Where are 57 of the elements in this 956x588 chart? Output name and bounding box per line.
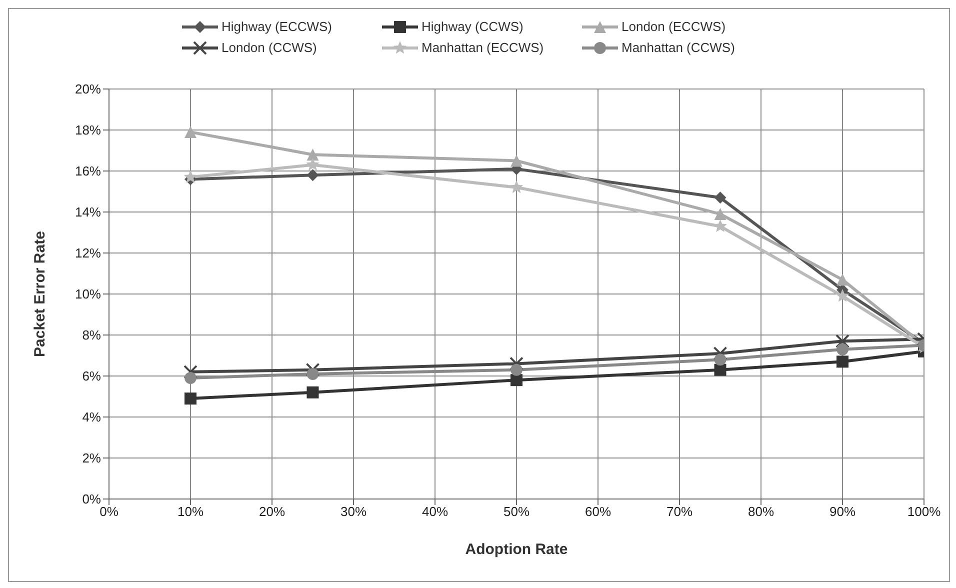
y-tick-label: 12% xyxy=(74,246,102,261)
y-axis-title: Packet Error Rate xyxy=(31,231,48,357)
legend-label: Manhattan (ECCWS) xyxy=(422,40,544,55)
legend-label: London (CCWS) xyxy=(222,40,317,55)
point xyxy=(184,392,196,405)
point xyxy=(836,356,848,368)
point xyxy=(714,208,726,220)
point xyxy=(510,180,524,194)
point xyxy=(510,356,524,371)
point xyxy=(306,362,320,377)
x-tick-label: 50% xyxy=(503,504,530,520)
point xyxy=(510,364,522,376)
point xyxy=(184,364,198,379)
x-tick-label: 40% xyxy=(422,504,448,520)
point xyxy=(306,386,319,398)
point xyxy=(836,334,850,348)
x-tick-label: 80% xyxy=(748,504,774,520)
x-tick-label: 10% xyxy=(177,504,204,520)
x-tick-label: 0% xyxy=(100,504,119,520)
point xyxy=(184,372,196,384)
point xyxy=(510,154,522,167)
point xyxy=(306,368,319,380)
legend-label: Highway (CCWS) xyxy=(422,19,524,34)
x-tick-label: 100% xyxy=(907,504,942,520)
legend-label: Manhattan (CCWS) xyxy=(622,40,735,55)
point xyxy=(306,158,320,171)
y-tick-label: 2% xyxy=(82,450,102,466)
y-tick-label: 6% xyxy=(82,368,102,384)
point xyxy=(306,148,319,161)
y-tick-label: 0% xyxy=(82,492,102,507)
y-tick-label: 10% xyxy=(74,286,102,302)
legend-label: Highway (ECCWS) xyxy=(222,19,332,34)
x-tick-label: 60% xyxy=(584,504,612,520)
y-tick-label: 14% xyxy=(74,204,102,220)
point xyxy=(306,169,319,182)
point xyxy=(714,354,726,366)
x-tick-label: 90% xyxy=(829,504,856,520)
y-tick-label: 8% xyxy=(82,328,102,343)
x-tick-label: 30% xyxy=(340,504,367,520)
point xyxy=(714,192,726,204)
x-tick-label: 20% xyxy=(258,504,286,520)
point xyxy=(510,374,522,386)
point xyxy=(836,343,848,356)
point xyxy=(836,274,848,286)
point xyxy=(714,364,726,376)
point xyxy=(714,219,727,232)
y-tick-label: 16% xyxy=(74,164,102,179)
y-tick-label: 4% xyxy=(82,410,102,425)
point xyxy=(836,289,850,302)
legend-label: London (ECCWS) xyxy=(622,19,726,34)
y-tick-label: 20% xyxy=(74,82,102,97)
point xyxy=(713,346,728,360)
point xyxy=(184,170,198,183)
x-tick-label: 70% xyxy=(666,504,693,520)
y-tick-label: 18% xyxy=(74,122,102,138)
point xyxy=(184,126,196,138)
x-axis-title: Adoption Rate xyxy=(465,541,568,558)
